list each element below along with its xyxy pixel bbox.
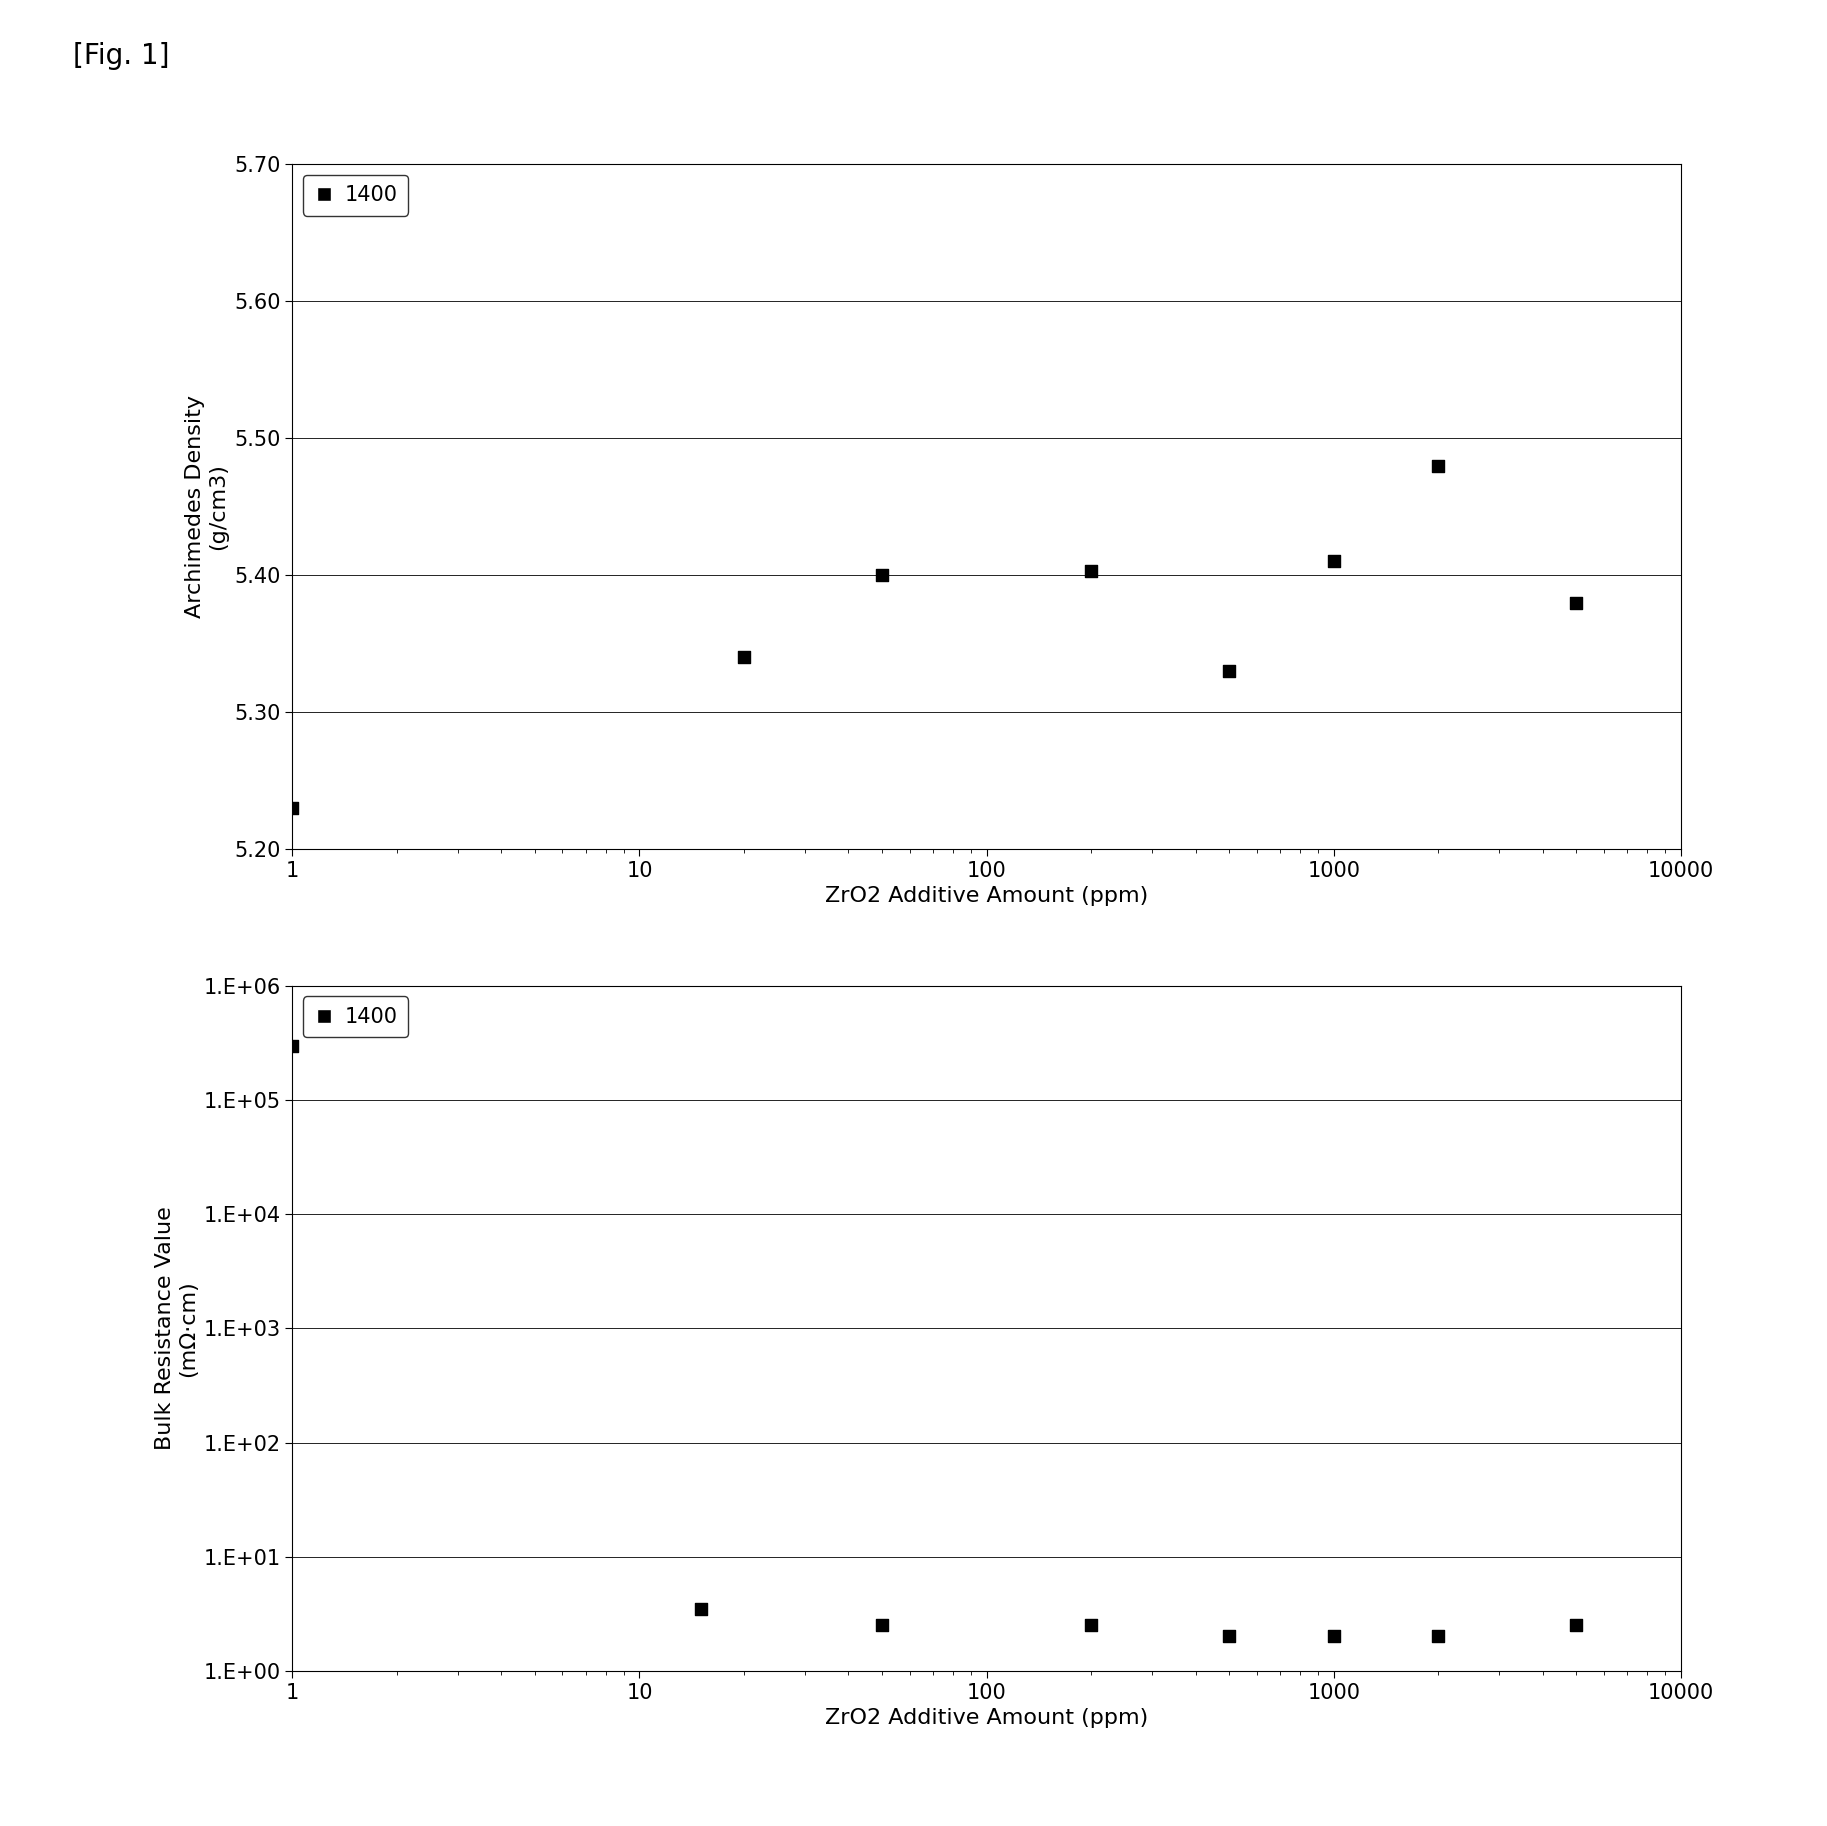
Point: [1319, 1621, 1348, 1651]
Point: [729, 643, 758, 672]
Y-axis label: Bulk Resistance Value
(mΩ·cm): Bulk Resistance Value (mΩ·cm): [155, 1207, 197, 1450]
Point: [278, 1032, 307, 1061]
Point: [1562, 1611, 1591, 1640]
Point: [1562, 588, 1591, 617]
Point: [868, 1611, 897, 1640]
Point: [685, 1594, 714, 1623]
Point: [1423, 1621, 1452, 1651]
Text: [Fig. 1]: [Fig. 1]: [73, 42, 170, 69]
Legend: 1400: 1400: [303, 175, 407, 215]
Point: [278, 794, 307, 824]
Point: [1076, 1611, 1105, 1640]
Point: [1076, 557, 1105, 586]
Point: [1319, 548, 1348, 577]
X-axis label: ZrO2 Additive Amount (ppm): ZrO2 Additive Amount (ppm): [826, 886, 1147, 906]
X-axis label: ZrO2 Additive Amount (ppm): ZrO2 Additive Amount (ppm): [826, 1707, 1147, 1727]
Point: [868, 561, 897, 590]
Legend: 1400: 1400: [303, 997, 407, 1037]
Point: [1423, 451, 1452, 480]
Point: [1215, 657, 1244, 687]
Y-axis label: Archimedes Density
(g/cm3): Archimedes Density (g/cm3): [185, 394, 228, 619]
Point: [1215, 1621, 1244, 1651]
